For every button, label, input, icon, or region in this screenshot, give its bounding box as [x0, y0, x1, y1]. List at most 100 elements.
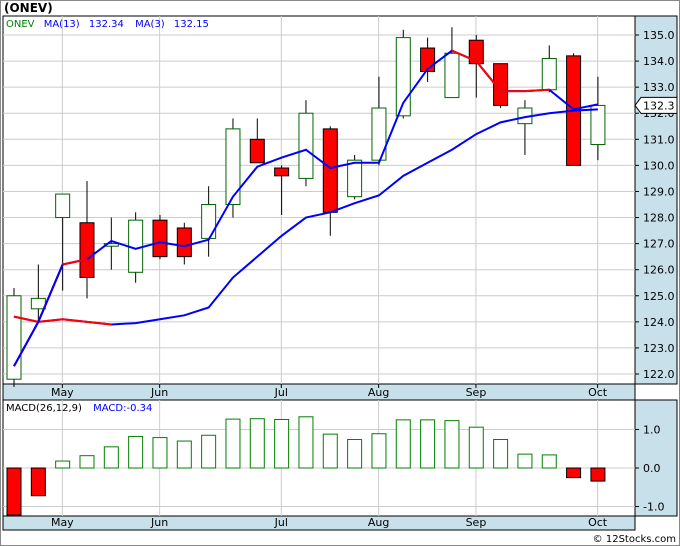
candle-up — [55, 193, 71, 219]
legend-ma13-label: MA(13) — [44, 19, 80, 30]
price-tick-label: 134.0 — [643, 55, 675, 68]
candle-up — [541, 57, 557, 91]
month-label: May — [51, 516, 74, 529]
price-tick-label: 130.0 — [643, 159, 675, 172]
price-tick-label: 135.0 — [643, 29, 675, 42]
macd-bar-positive — [152, 437, 168, 469]
candle-down — [79, 222, 95, 279]
candle-down — [176, 227, 192, 258]
price-axis-strip — [634, 15, 678, 385]
macd-panel — [2, 399, 636, 517]
candle-down — [493, 63, 509, 106]
month-label: Jul — [274, 516, 288, 529]
legend-macd-value: MACD:-0.34 — [93, 403, 152, 414]
macd-bar-positive — [249, 418, 265, 469]
candle-up — [590, 104, 606, 146]
macd-bar-positive — [420, 419, 436, 469]
macd-bar-negative — [590, 467, 606, 482]
legend-ma3-value: 132.15 — [174, 19, 209, 30]
candlesticks — [6, 27, 606, 388]
legend-symbol: ONEV — [6, 19, 35, 30]
price-tick-label: 133.0 — [643, 81, 675, 94]
candle-up — [30, 297, 46, 310]
candle-down — [274, 167, 290, 177]
copyright-footer: © 12Stocks.com — [593, 534, 676, 545]
price-tick-label: 125.0 — [643, 290, 675, 303]
macd-bar-positive — [176, 440, 192, 469]
price-tick-label: 126.0 — [643, 264, 675, 277]
macd-histogram — [6, 416, 606, 516]
price-tick-label: 127.0 — [643, 238, 675, 251]
candle-up — [201, 204, 217, 239]
ma3-line-red-segment — [451, 49, 550, 93]
ma13-line — [13, 108, 598, 326]
legend-ma3-label: MA(3) — [135, 19, 165, 30]
price-tick-label: 131.0 — [643, 133, 675, 146]
macd-bar-positive — [55, 460, 71, 469]
macd-bar-positive — [444, 420, 460, 469]
ma13-line-red-segment — [13, 315, 112, 326]
macd-bar-positive — [298, 416, 314, 469]
candle-down — [249, 138, 265, 164]
macd-bar-positive — [517, 453, 533, 469]
current-price-label: 132.3 — [643, 99, 675, 112]
month-label: Jun — [150, 516, 168, 529]
month-label: Jun — [150, 386, 168, 399]
legend-macd-label: MACD(26,12,9) — [6, 403, 82, 414]
month-label: Sep — [466, 516, 487, 529]
macd-bar-positive — [103, 446, 119, 469]
candle-up — [347, 159, 363, 198]
candle-up — [6, 295, 22, 380]
price-tick-label: 123.0 — [643, 342, 675, 355]
candle-down — [152, 219, 168, 258]
month-labels-macd: May Jun Jul Aug Sep Oct — [51, 516, 608, 529]
candle-down — [322, 128, 338, 213]
price-tick-label: 124.0 — [643, 316, 675, 329]
macd-bar-negative — [566, 467, 582, 479]
macd-bar-positive — [347, 439, 363, 469]
macd-bar-positive — [128, 435, 144, 469]
ma3-line-rising-segment — [13, 264, 64, 367]
macd-bar-positive — [493, 439, 509, 469]
price-tick-label: 129.0 — [643, 185, 675, 198]
month-label: May — [51, 386, 74, 399]
month-labels-price: May Jun Jul Aug Sep Oct — [51, 384, 608, 399]
macd-bar-positive — [468, 426, 484, 469]
price-x-axis-strip — [2, 383, 636, 401]
price-tick-labels: 122.0 123.0 124.0 125.0 126.0 127.0 128.0 129.0… — [635, 29, 675, 381]
price-tick-label: 122.0 — [643, 368, 675, 381]
macd-tick-label: -1.0 — [643, 501, 664, 514]
macd-bar-positive — [201, 434, 217, 469]
current-price-marker: 132.3 — [634, 96, 678, 114]
candle-up — [225, 128, 241, 205]
month-label: Sep — [466, 386, 487, 399]
macd-tick-label: 0.0 — [643, 462, 661, 475]
legend-price: ONEV MA(13) 132.34 MA(3) 132.15 — [6, 19, 209, 30]
month-label: Oct — [588, 516, 608, 529]
macd-bar-positive — [225, 418, 241, 469]
macd-bar-positive — [274, 418, 290, 469]
macd-bar-positive — [322, 433, 338, 469]
macd-x-axis-strip — [2, 515, 636, 531]
candle-up — [444, 52, 460, 99]
macd-bar-positive — [79, 455, 95, 469]
moving-average-lines — [13, 49, 599, 367]
macd-axis-strip — [634, 399, 678, 517]
candle-down — [468, 39, 484, 65]
candle-up — [298, 112, 314, 179]
macd-bar-positive — [371, 433, 387, 469]
month-label: Aug — [368, 386, 389, 399]
month-label: Oct — [588, 386, 608, 399]
ticker-title: (ONEV) — [4, 1, 53, 15]
legend-ma13-value: 132.34 — [89, 19, 124, 30]
macd-bar-negative — [6, 467, 22, 516]
month-label: Jul — [274, 386, 288, 399]
legend-macd: MACD(26,12,9) MACD:-0.34 — [6, 403, 152, 414]
price-panel — [2, 15, 636, 385]
month-label: Aug — [368, 516, 389, 529]
price-tick-label: 128.0 — [643, 212, 675, 225]
macd-bar-positive — [395, 419, 411, 469]
macd-tick-label: 1.0 — [643, 424, 661, 437]
candle-up — [103, 243, 119, 247]
